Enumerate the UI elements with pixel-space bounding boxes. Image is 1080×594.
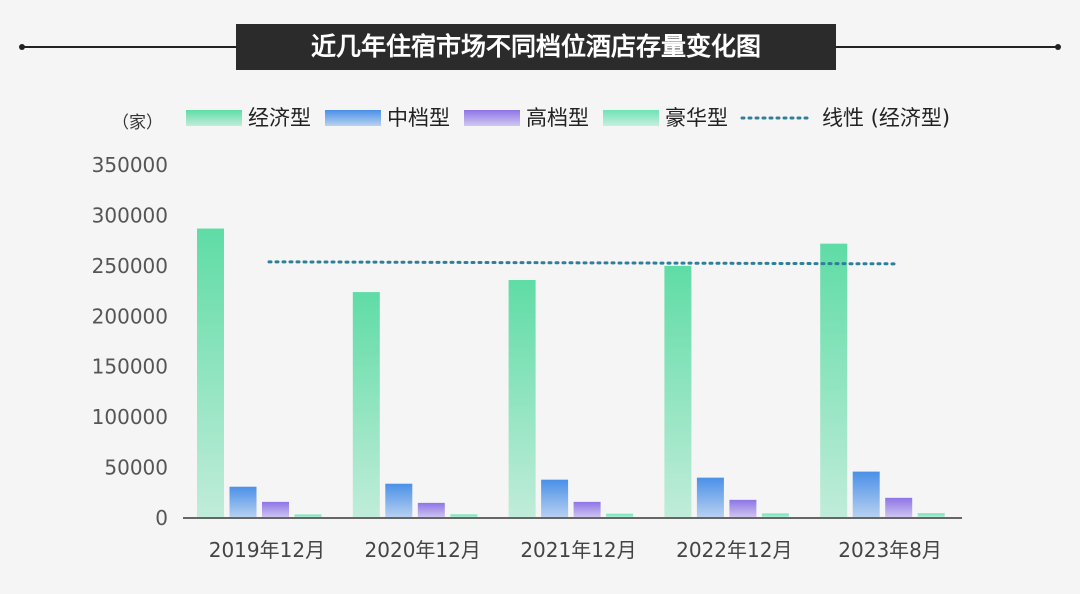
legend-label-trendline: 线性 (经济型) xyxy=(822,106,950,130)
legend-swatch xyxy=(464,110,520,126)
bar-midscale xyxy=(696,477,724,518)
bar-midscale xyxy=(229,486,257,518)
bar-economy xyxy=(197,228,224,519)
title-background xyxy=(236,24,836,70)
bar-economy xyxy=(508,279,536,518)
y-axis-ticks: 0 50000 100000 150000 200000 250000 300000 3500… xyxy=(92,153,168,530)
x-tick-label: 2020年12月 xyxy=(365,538,481,562)
x-tick-label: 2023年8月 xyxy=(838,538,942,562)
title-rule-left-dot xyxy=(19,44,25,50)
bar-luxury xyxy=(917,513,945,518)
bars xyxy=(197,228,945,519)
title-rule-right-dot xyxy=(1055,44,1061,50)
bar-upscale xyxy=(729,499,757,518)
bar-economy xyxy=(820,243,848,518)
bar-economy xyxy=(664,265,692,518)
y-tick-label: 100000 xyxy=(92,405,168,429)
bar-economy xyxy=(352,292,380,518)
x-tick-label: 2021年12月 xyxy=(520,538,636,562)
x-axis-ticks: 2019年12月 2020年12月 2021年12月 2022年12月 2023年8月 xyxy=(209,538,942,562)
bar-luxury xyxy=(606,513,634,518)
legend: 经济型 中档型 高档型 豪华型 线性 (经济型) xyxy=(186,106,950,130)
chart-title: 近几年住宿市场不同档位酒店存量变化图 xyxy=(311,32,761,61)
y-unit-label: （家） xyxy=(112,113,163,133)
trendline-economy xyxy=(267,260,899,266)
y-tick-label: 300000 xyxy=(92,203,168,227)
legend-label: 中档型 xyxy=(387,106,450,130)
x-tick-label: 2019年12月 xyxy=(209,538,325,562)
bar-midscale xyxy=(385,483,413,518)
y-tick-label: 50000 xyxy=(104,456,168,480)
legend-swatch xyxy=(603,110,659,126)
bar-upscale xyxy=(573,501,601,518)
bar-upscale xyxy=(885,497,913,518)
y-tick-label: 350000 xyxy=(92,153,168,177)
legend-label: 豪华型 xyxy=(665,106,728,130)
y-tick-label: 150000 xyxy=(92,355,168,379)
bar-upscale xyxy=(417,502,445,518)
bar-midscale xyxy=(852,471,880,518)
y-tick-label: 0 xyxy=(155,506,168,530)
y-tick-label: 250000 xyxy=(92,254,168,278)
legend-label: 高档型 xyxy=(526,106,589,130)
bar-luxury xyxy=(761,513,789,518)
legend-swatch xyxy=(186,110,242,126)
y-tick-label: 200000 xyxy=(92,304,168,328)
bar-midscale xyxy=(541,479,569,518)
bar-upscale xyxy=(262,501,289,518)
bar-luxury xyxy=(450,514,478,518)
legend-label: 经济型 xyxy=(248,106,311,130)
bar-luxury xyxy=(294,514,322,518)
legend-swatch xyxy=(325,110,381,126)
x-tick-label: 2022年12月 xyxy=(676,538,792,562)
